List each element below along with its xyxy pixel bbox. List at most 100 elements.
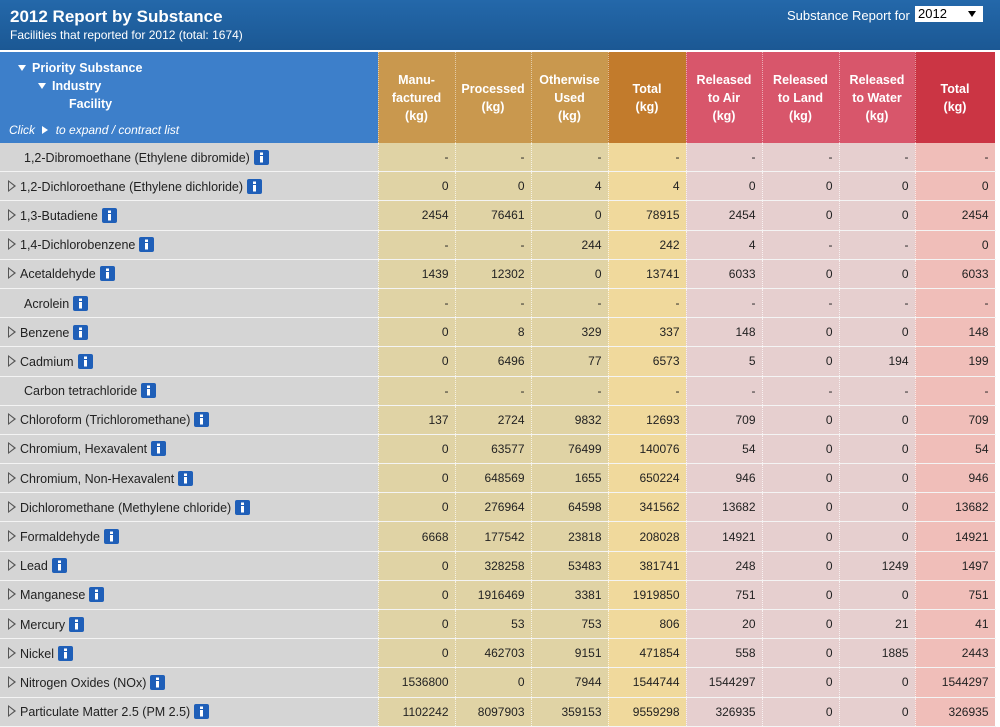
expand-arrow[interactable] <box>8 675 16 688</box>
value-cell: 0 <box>762 697 840 727</box>
column-header-line: to Air <box>707 90 741 105</box>
value-cell: 0 <box>839 317 916 348</box>
expand-arrow[interactable] <box>8 354 16 367</box>
value-cell: - <box>608 376 687 406</box>
table-row[interactable]: 1,4-Dichlorobenzene - -244 242 4- -0 <box>0 230 996 260</box>
value-cell: 0 <box>378 551 456 581</box>
value-cell: 0 <box>378 346 456 377</box>
value-cell: 381741 <box>608 551 687 581</box>
value-cell: 14921 <box>686 521 763 552</box>
value-cell: 0 <box>531 200 609 231</box>
table-row[interactable]: Particulate Matter 2.5 (PM 2.5) 1102242 80… <box>0 697 996 727</box>
substance-cell: Particulate Matter 2.5 (PM 2.5) <box>0 697 379 727</box>
value-cell: 0 <box>762 463 840 494</box>
level-label: Facility <box>69 97 113 111</box>
table-row[interactable]: Dichloromethane (Methylene chloride) 0 276… <box>0 492 996 523</box>
table-row[interactable]: Chloroform (Trichloromethane) 137 2724 9832… <box>0 405 996 435</box>
table-row[interactable]: 1,2-Dichloroethane (Ethylene dichloride)… <box>0 171 996 202</box>
value-cell: 0 <box>378 638 456 669</box>
info-icon[interactable] <box>73 324 89 340</box>
expand-arrow[interactable] <box>8 208 16 221</box>
value-cell: 76461 <box>455 200 532 231</box>
expand-arrow[interactable] <box>8 646 16 659</box>
substance-cell: Acrolein <box>0 288 379 319</box>
expand-arrow[interactable] <box>8 325 16 338</box>
expand-arrow[interactable] <box>8 617 16 630</box>
value-cell: 946 <box>915 463 996 494</box>
info-icon[interactable] <box>150 674 166 690</box>
info-icon[interactable] <box>253 149 269 165</box>
value-cell: - <box>455 376 532 406</box>
table-row[interactable]: Cadmium 0 6496 77 6573 5 0 194 199 <box>0 346 996 377</box>
info-icon[interactable] <box>77 353 93 369</box>
expand-arrow[interactable] <box>8 471 16 484</box>
value-cell: 4 <box>531 171 609 202</box>
table-row[interactable]: Benzene 0 8 329 337 148 0 0 148 <box>0 317 996 348</box>
substance-name: Chromium, Hexavalent <box>20 442 148 457</box>
value-cell: 0 <box>839 580 916 611</box>
report-subtitle: Facilities that reported for 2012 (total… <box>10 28 243 42</box>
column-header-line: Processed <box>461 81 525 96</box>
info-icon[interactable] <box>69 616 85 632</box>
value-cell: 0 <box>762 492 840 523</box>
substance-cell: Mercury <box>0 609 379 640</box>
substance-name: 1,2-Dichloroethane (Ethylene dichloride) <box>20 179 244 194</box>
info-icon[interactable] <box>89 587 105 603</box>
table-row[interactable]: Lead 0 328258 53483 381741 248 0 1249 1497 <box>0 551 996 581</box>
info-icon[interactable] <box>99 266 115 282</box>
value-cell: 1544297 <box>686 667 763 698</box>
value-cell: 337 <box>608 317 687 348</box>
expand-arrow[interactable] <box>8 705 16 718</box>
info-icon[interactable] <box>178 470 194 486</box>
value-cell: 0 <box>839 697 916 727</box>
table-row[interactable]: Formaldehyde 6668 177542 23818 208028 14921 0 0… <box>0 521 996 552</box>
value-cell: 0 <box>839 521 916 552</box>
info-icon[interactable] <box>194 704 210 720</box>
table-row: Carbon tetrachloride - - - - - - - - <box>0 376 996 406</box>
info-icon[interactable] <box>139 237 155 253</box>
value-cell: 1544297 <box>915 667 996 698</box>
info-icon[interactable] <box>247 178 263 194</box>
value-cell: 7944 <box>531 667 609 698</box>
expand-arrow[interactable] <box>8 267 16 280</box>
substance-name: Dichloromethane (Methylene chloride) <box>20 500 232 515</box>
table-row[interactable]: Nitrogen Oxides (NOx) 1536800 0 7944 1544744… <box>0 667 996 698</box>
table-row[interactable]: Chromium, Non-Hexavalent 0 648569 1655 65022… <box>0 463 996 494</box>
expand-arrow[interactable] <box>8 559 16 572</box>
table-row: 1,2-Dibromoethane (Ethylene dibromide) - -… <box>0 143 996 173</box>
column-header: Total (kg) <box>915 52 996 143</box>
expand-arrow[interactable] <box>8 413 16 426</box>
info-icon[interactable] <box>151 441 167 457</box>
table-row[interactable]: Acetaldehyde 1439 12302 0 13741 6033 0 0 6033 <box>0 259 996 289</box>
table-row[interactable]: Nickel 0 462703 9151 471854 558 0 1885 2443 <box>0 638 996 669</box>
year-select[interactable]: 2012 <box>915 6 983 22</box>
expand-arrow[interactable] <box>8 500 16 513</box>
table-row[interactable]: 1,3-Butadiene 2454 76461 0 78915 2454 0 0 2454 <box>0 200 996 231</box>
expand-arrow[interactable] <box>8 530 16 543</box>
table-row[interactable]: Chromium, Hexavalent 0 63577 76499 140076 54 0… <box>0 434 996 465</box>
value-cell: 6033 <box>686 259 763 289</box>
value-cell: 4 <box>608 171 687 202</box>
info-icon[interactable] <box>194 412 210 428</box>
info-icon[interactable] <box>103 529 119 545</box>
expand-arrow[interactable] <box>8 179 16 192</box>
info-icon[interactable] <box>73 295 89 311</box>
expand-arrow[interactable] <box>8 238 16 251</box>
table-row[interactable]: Mercury 0 53 753 806 20 0 21 41 <box>0 609 996 640</box>
info-icon[interactable] <box>51 558 67 574</box>
header-row: Priority Substance Industry Facility Cli… <box>0 52 996 143</box>
column-header-line: Released <box>696 72 752 87</box>
expand-arrow[interactable] <box>8 588 16 601</box>
value-cell: 1919850 <box>608 580 687 611</box>
info-icon[interactable] <box>58 645 74 661</box>
substance-name: Benzene <box>20 325 70 340</box>
expand-arrow[interactable] <box>8 442 16 455</box>
info-icon[interactable] <box>141 383 157 399</box>
info-icon[interactable] <box>235 499 251 515</box>
table-row[interactable]: Manganese 0 1916469 3381 1919850 751 0 0 751 <box>0 580 996 611</box>
value-cell: 0 <box>839 463 916 494</box>
info-icon[interactable] <box>101 207 117 223</box>
left-header[interactable]: Priority Substance Industry Facility Cli… <box>0 52 379 143</box>
value-cell: 13682 <box>686 492 763 523</box>
value-cell: 244 <box>531 230 609 260</box>
